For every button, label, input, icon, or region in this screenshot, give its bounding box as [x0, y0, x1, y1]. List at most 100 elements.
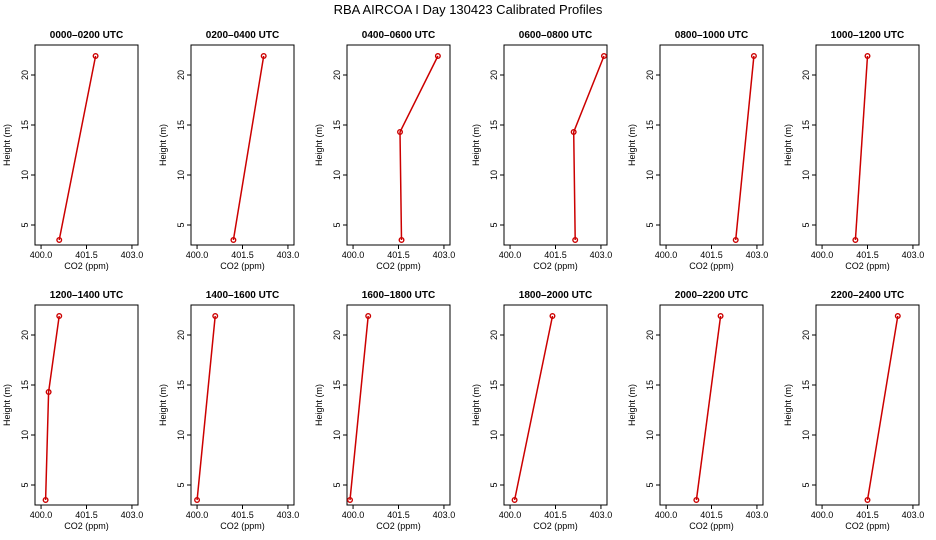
x-tick-label: 403.0: [277, 510, 300, 520]
profile-line: [232, 55, 265, 241]
x-tick-label: 403.0: [277, 250, 300, 260]
x-tick-label: 400.0: [811, 250, 834, 260]
data-point: [212, 313, 219, 320]
x-tick-label: 400.0: [811, 510, 834, 520]
data-point: [194, 497, 201, 504]
x-tick-label: 400.0: [342, 250, 365, 260]
data-point: [693, 497, 700, 504]
panel-3: 0400–0600 UTC 400.0 401.5 403.0 5 10 15 20 CO2 (…: [314, 30, 455, 271]
profile-line: [513, 315, 554, 501]
panel-title: 1800–2000 UTC: [519, 290, 592, 301]
profile-line: [196, 315, 216, 501]
y-tick-label: 10: [332, 430, 342, 440]
data-point: [717, 313, 724, 320]
profile-line: [349, 315, 369, 501]
y-tick-label: 5: [20, 482, 30, 487]
x-axis-label: CO2 (ppm): [376, 521, 421, 531]
y-tick-label: 15: [176, 380, 186, 390]
profile-line: [695, 315, 722, 501]
profile-line: [572, 55, 605, 241]
profile-line: [854, 55, 869, 241]
panel-2: 0200–0400 UTC 400.0 401.5 403.0 5 10 15 20 CO2 (…: [158, 30, 299, 271]
x-axis-label: CO2 (ppm): [220, 261, 265, 271]
y-tick-label: 10: [801, 430, 811, 440]
data-point: [864, 497, 871, 504]
y-axis-label: Height (m): [471, 124, 481, 166]
y-tick-label: 20: [489, 330, 499, 340]
y-tick-label: 5: [176, 482, 186, 487]
data-point: [511, 497, 518, 504]
panel-12: 2200–2400 UTC 400.0 401.5 403.0 5 10 15 20 CO2 (…: [783, 290, 924, 531]
data-point: [397, 128, 404, 135]
data-point: [42, 497, 49, 504]
x-tick-label: 401.5: [231, 250, 254, 260]
x-tick-label: 403.0: [902, 250, 925, 260]
y-tick-label: 10: [332, 170, 342, 180]
y-tick-label: 10: [801, 170, 811, 180]
x-tick-label: 401.5: [387, 250, 410, 260]
panel-title: 1400–1600 UTC: [206, 290, 279, 301]
y-tick-label: 5: [645, 482, 655, 487]
y-axis-label: Height (m): [627, 124, 637, 166]
y-tick-label: 5: [645, 222, 655, 227]
y-tick-label: 15: [645, 120, 655, 130]
x-axis-label: CO2 (ppm): [845, 521, 890, 531]
data-point: [732, 236, 739, 243]
x-tick-label: 401.5: [700, 250, 723, 260]
data-point: [750, 53, 757, 60]
y-axis-label: Height (m): [471, 384, 481, 426]
x-tick-label: 403.0: [746, 250, 769, 260]
plot-frame: [659, 44, 764, 246]
x-axis-label: CO2 (ppm): [533, 521, 578, 531]
y-tick-label: 20: [176, 70, 186, 80]
x-tick-label: 403.0: [433, 250, 456, 260]
x-axis-label: CO2 (ppm): [689, 261, 734, 271]
y-tick-label: 15: [20, 120, 30, 130]
y-tick-label: 10: [176, 430, 186, 440]
data-point: [572, 236, 579, 243]
y-tick-label: 10: [645, 170, 655, 180]
panel-4: 0600–0800 UTC 400.0 401.5 403.0 5 10 15 20 CO2 (…: [471, 30, 612, 271]
panel-10: 1800–2000 UTC 400.0 401.5 403.0 5 10 15 20 CO2 (…: [471, 290, 612, 531]
y-tick-label: 15: [645, 380, 655, 390]
plot-frame: [346, 44, 451, 246]
x-axis-label: CO2 (ppm): [533, 261, 578, 271]
x-tick-label: 400.0: [655, 510, 678, 520]
panel-8: 1400–1600 UTC 400.0 401.5 403.0 5 10 15 20 CO2 (…: [158, 290, 299, 531]
data-point: [230, 236, 237, 243]
x-axis-label: CO2 (ppm): [845, 261, 890, 271]
y-tick-label: 10: [489, 170, 499, 180]
data-point: [365, 313, 372, 320]
figure-title: RBA AIRCOA I Day 130423 Calibrated Profi…: [334, 2, 603, 17]
x-axis-label: CO2 (ppm): [64, 521, 109, 531]
y-tick-label: 15: [801, 120, 811, 130]
plot-frame: [346, 304, 451, 506]
data-point: [347, 497, 354, 504]
y-tick-label: 15: [489, 380, 499, 390]
y-axis-label: Height (m): [783, 384, 793, 426]
y-tick-label: 20: [20, 70, 30, 80]
x-tick-label: 401.5: [231, 510, 254, 520]
x-tick-label: 401.5: [544, 250, 567, 260]
y-tick-label: 15: [332, 380, 342, 390]
plot-frame: [815, 44, 920, 246]
panel-title: 1600–1800 UTC: [362, 290, 435, 301]
y-axis-label: Height (m): [158, 384, 168, 426]
x-tick-label: 401.5: [75, 510, 98, 520]
data-point: [434, 53, 441, 60]
data-point: [549, 313, 556, 320]
x-tick-label: 401.5: [856, 510, 879, 520]
y-axis-label: Height (m): [158, 124, 168, 166]
y-tick-label: 20: [332, 70, 342, 80]
data-point: [260, 53, 267, 60]
x-tick-label: 403.0: [746, 510, 769, 520]
y-tick-label: 20: [801, 330, 811, 340]
plot-frame: [34, 44, 139, 246]
x-tick-label: 400.0: [499, 510, 522, 520]
x-tick-label: 403.0: [902, 510, 925, 520]
x-tick-label: 400.0: [186, 250, 209, 260]
x-tick-label: 400.0: [342, 510, 365, 520]
y-tick-label: 20: [20, 330, 30, 340]
profile-line: [399, 55, 439, 241]
